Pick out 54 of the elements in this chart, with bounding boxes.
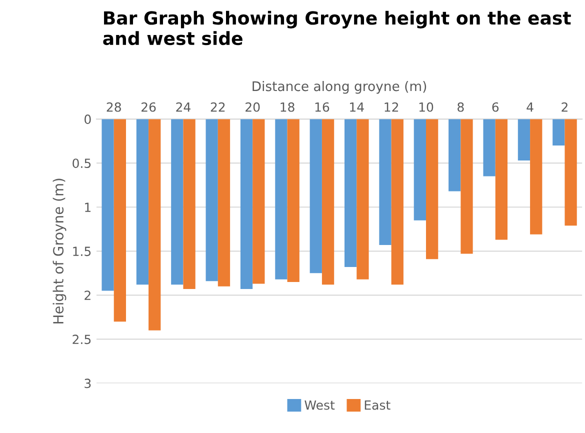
bar [136, 119, 149, 285]
y-tick-label: 0 [84, 114, 91, 124]
x-tick-label: 22 [210, 102, 225, 112]
bar [322, 119, 334, 285]
y-tick-label: 1.5 [73, 246, 91, 256]
bar [102, 119, 114, 291]
bar [564, 119, 577, 226]
chart-title: Bar Graph Showing Groyne height on the east and west side [103, 10, 571, 46]
x-tick-label: 28 [106, 102, 121, 112]
bar [206, 119, 218, 282]
bar [495, 119, 508, 240]
bar [218, 119, 230, 286]
x-tick-label: 16 [315, 102, 330, 112]
bar [114, 119, 126, 322]
bar [356, 119, 369, 280]
bar [552, 119, 565, 146]
x-tick-label: 8 [458, 102, 464, 112]
bar [287, 119, 300, 282]
legend-label: West [304, 400, 335, 410]
bar [252, 119, 265, 284]
legend-label: East [364, 400, 390, 410]
bar [379, 119, 392, 245]
x-tick-label: 2 [562, 102, 568, 112]
bar [148, 119, 161, 330]
bar [414, 119, 426, 220]
bar [530, 119, 542, 234]
x-tick-label: 24 [176, 102, 190, 112]
bar [310, 119, 322, 274]
bar [344, 119, 357, 267]
x-tick-label: 10 [419, 102, 434, 112]
bar [275, 119, 288, 280]
bar [426, 119, 438, 260]
x-tick-label: 6 [492, 102, 499, 112]
x-tick-label: 18 [280, 102, 294, 112]
x-axis-title: Distance along groyne (m) [252, 80, 426, 94]
bar [240, 119, 253, 289]
bar [460, 119, 473, 254]
bar [518, 119, 530, 160]
bar [483, 119, 496, 176]
y-axis-title: Height of Groyne (m) [52, 178, 66, 324]
bar [391, 119, 404, 285]
y-tick-label: 2 [84, 290, 90, 300]
bar [448, 119, 461, 192]
bar [183, 119, 196, 289]
x-tick-label: 26 [142, 102, 156, 112]
y-tick-label: 1 [85, 202, 91, 212]
bar [171, 119, 184, 285]
x-tick-label: 14 [350, 102, 364, 112]
y-tick-label: 0.5 [72, 158, 91, 168]
x-tick-label: 12 [384, 102, 398, 112]
x-tick-label: 4 [526, 102, 534, 112]
y-tick-label: 3 [84, 378, 91, 388]
x-tick-label: 20 [246, 102, 260, 112]
y-tick-label: 2.5 [72, 334, 91, 344]
